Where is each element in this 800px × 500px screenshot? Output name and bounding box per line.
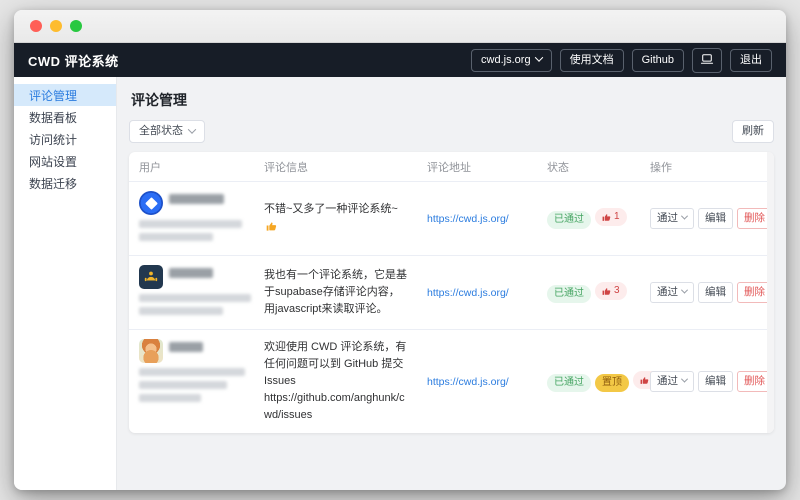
redacted-user-info: [139, 381, 227, 389]
redacted-user-info: [139, 220, 242, 228]
status-filter-value: 全部状态: [139, 125, 183, 137]
comment-text: 欢迎使用 CWD 评论系统，有任何问题可以到 GitHub 提交 Issues …: [264, 341, 407, 422]
chevron-down-icon: [680, 286, 689, 294]
app-header-actions: cwd.js.org 使用文档 Github 退出: [471, 47, 772, 73]
table-header-row: 用户 评论信息 评论地址 状态 操作: [129, 152, 774, 182]
table-row: 我也有一个评论系统，它是基于supabase存储评论内容，用javascript…: [129, 255, 774, 330]
status-action-value: 通过: [657, 212, 678, 225]
url-cell: https://cwd.js.org/: [417, 330, 537, 434]
sidebar-item-data-dashboard[interactable]: 数据看板: [29, 110, 78, 125]
redacted-user-info: [139, 368, 245, 376]
redacted-user-info: [139, 294, 251, 302]
status-action-select[interactable]: 通过: [650, 282, 694, 303]
logout-button[interactable]: 退出: [730, 48, 772, 72]
url-cell: https://cwd.js.org/: [417, 255, 537, 330]
column-header-user: 用户: [129, 152, 254, 182]
status-badge-approved: 已通过: [547, 210, 591, 229]
sidebar-item-data-migration[interactable]: 数据迁移: [29, 176, 78, 191]
pinned-badge: 置顶: [595, 373, 629, 392]
sidebar-item-visit-statistics[interactable]: 访问统计: [29, 132, 78, 147]
thumbs-up-emoji: [264, 221, 277, 233]
redacted-user-info: [139, 307, 223, 315]
page-title: 评论管理: [131, 92, 187, 108]
column-header-url: 评论地址: [417, 152, 537, 182]
status-action-value: 通过: [657, 286, 678, 299]
monitor-icon: [700, 53, 714, 68]
status-badge-approved: 已通过: [547, 284, 591, 303]
redacted-username: [169, 268, 213, 278]
docs-button[interactable]: 使用文档: [559, 48, 624, 72]
site-selector[interactable]: cwd.js.org: [471, 48, 552, 72]
comment-url-link[interactable]: https://cwd.js.org/: [427, 375, 509, 388]
minimize-window-button[interactable]: [50, 20, 62, 32]
user-avatar: [139, 191, 163, 215]
chevron-down-icon: [187, 124, 197, 134]
status-action-value: 通过: [657, 375, 678, 388]
app-title: CWD 评论系统: [28, 53, 119, 69]
comment-cell: 欢迎使用 CWD 评论系统，有任何问题可以到 GitHub 提交 Issues …: [254, 330, 417, 434]
redacted-username: [169, 194, 224, 204]
delete-button[interactable]: 删除: [737, 371, 772, 392]
chevron-down-icon: [534, 53, 543, 62]
sidebar: 评论管理 数据看板 访问统计 网站设置 数据迁移: [14, 77, 117, 490]
close-window-button[interactable]: [30, 20, 42, 32]
likes-count: 1: [614, 211, 620, 223]
status-action-select[interactable]: 通过: [650, 208, 694, 229]
likes-badge: 3: [595, 282, 627, 301]
url-cell: https://cwd.js.org/: [417, 181, 537, 256]
user-cell: [129, 330, 254, 434]
likes-badge: 1: [595, 208, 627, 227]
actions-cell: 通过 编辑 删除: [640, 330, 774, 434]
window-titlebar: [14, 10, 786, 43]
app-header: CWD 评论系统 cwd.js.org 使用文档 Github 退出: [14, 43, 786, 77]
status-action-select[interactable]: 通过: [650, 371, 694, 392]
status-cell: 已通过 3: [537, 255, 640, 330]
status-filter-select[interactable]: 全部状态: [129, 120, 205, 143]
toolbar: 全部状态 刷新: [129, 120, 774, 143]
comments-table: 用户 评论信息 评论地址 状态 操作: [129, 152, 774, 433]
comment-url-link[interactable]: https://cwd.js.org/: [427, 286, 509, 299]
edit-button[interactable]: 编辑: [698, 208, 733, 229]
column-header-comment: 评论信息: [254, 152, 417, 182]
actions-cell: 通过 编辑 删除: [640, 255, 774, 330]
sidebar-item-site-settings[interactable]: 网站设置: [29, 154, 78, 169]
table-row: 欢迎使用 CWD 评论系统，有任何问题可以到 GitHub 提交 Issues …: [129, 330, 774, 434]
table-scrollbar[interactable]: [767, 152, 774, 434]
chevron-down-icon: [680, 375, 689, 383]
main-content: 评论管理 全部状态 刷新 用户 评论信息: [117, 77, 786, 490]
status-cell: 已通过 1: [537, 181, 640, 256]
table-row: 不错~又多了一种评论系统~ https://cwd.js.org/ 已通过 1 通…: [129, 181, 774, 256]
edit-button[interactable]: 编辑: [698, 282, 733, 303]
user-avatar: [139, 265, 163, 289]
edit-button[interactable]: 编辑: [698, 371, 733, 392]
display-mode-button[interactable]: [692, 47, 722, 73]
redacted-user-info: [139, 394, 201, 402]
user-avatar: [139, 339, 163, 363]
comment-text: 我也有一个评论系统，它是基于supabase存储评论内容，用javascript…: [264, 268, 407, 316]
sidebar-item-comment-management[interactable]: 评论管理: [14, 84, 116, 106]
comments-table-card: 用户 评论信息 评论地址 状态 操作: [129, 152, 774, 434]
comment-cell: 不错~又多了一种评论系统~: [254, 181, 417, 256]
user-cell: [129, 255, 254, 330]
zoom-window-button[interactable]: [70, 20, 82, 32]
site-selector-value: cwd.js.org: [481, 53, 531, 66]
comment-text: 不错~又多了一种评论系统~: [264, 203, 398, 216]
github-button[interactable]: Github: [631, 48, 684, 72]
actions-cell: 通过 编辑 删除: [640, 181, 774, 256]
refresh-button[interactable]: 刷新: [732, 120, 774, 143]
user-cell: [129, 181, 254, 256]
column-header-actions: 操作: [640, 152, 774, 182]
redacted-username: [169, 342, 203, 352]
comment-url-link[interactable]: https://cwd.js.org/: [427, 212, 509, 225]
chevron-down-icon: [680, 212, 689, 220]
app-window: CWD 评论系统 cwd.js.org 使用文档 Github 退出 评论管理: [14, 10, 786, 490]
redacted-user-info: [139, 233, 213, 241]
column-header-status: 状态: [537, 152, 640, 182]
status-badge-approved: 已通过: [547, 373, 591, 392]
status-cell: 已通过置顶6: [537, 330, 665, 434]
likes-count: 3: [614, 285, 620, 297]
comment-cell: 我也有一个评论系统，它是基于supabase存储评论内容，用javascript…: [254, 255, 417, 330]
